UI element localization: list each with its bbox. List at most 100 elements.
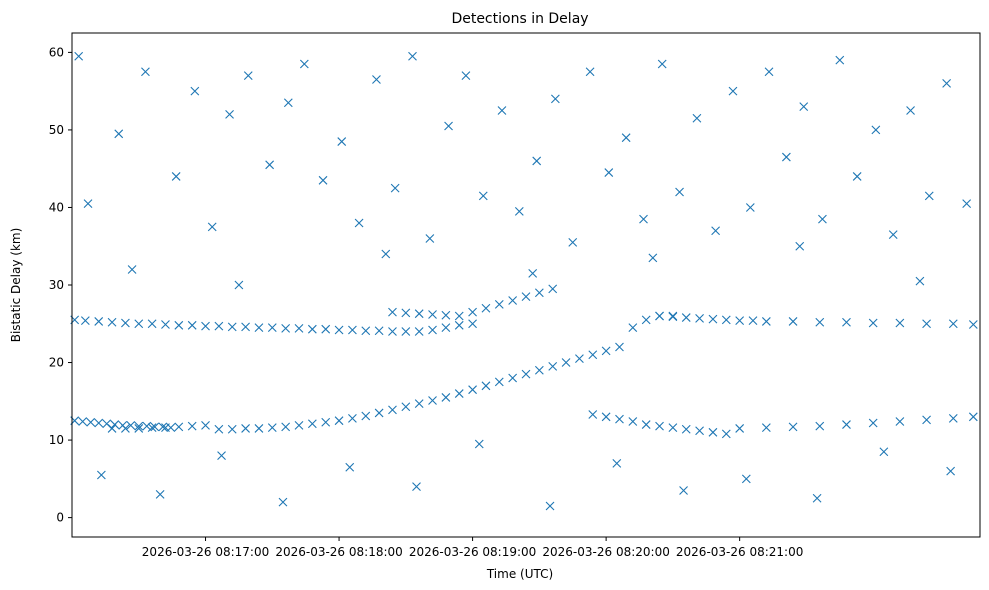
data-point — [494, 377, 504, 387]
data-point — [695, 426, 704, 436]
data-point — [721, 429, 731, 439]
data-point — [835, 55, 845, 65]
data-point — [621, 133, 631, 143]
data-point — [628, 417, 638, 426]
data-point — [494, 299, 504, 309]
data-point — [521, 369, 531, 379]
data-point — [214, 424, 224, 434]
data-point — [478, 191, 488, 201]
data-point — [761, 423, 771, 433]
data-point — [254, 424, 264, 433]
data-point — [655, 421, 664, 431]
data-point — [388, 405, 397, 415]
data-point — [299, 59, 309, 69]
data-point — [147, 319, 157, 329]
data-point — [214, 321, 224, 331]
data-point — [735, 424, 745, 433]
data-point — [307, 324, 317, 334]
data-point — [381, 249, 391, 259]
data-point — [514, 206, 524, 216]
data-point — [815, 317, 825, 327]
data-point — [818, 214, 827, 224]
data-point — [968, 412, 978, 422]
data-point — [334, 325, 344, 335]
y-tick-label: 50 — [49, 123, 64, 137]
data-point — [741, 474, 751, 484]
data-point — [657, 59, 667, 69]
data-point — [575, 354, 584, 364]
data-point — [601, 412, 611, 422]
data-point — [962, 199, 972, 208]
data-point — [735, 316, 745, 326]
data-point — [227, 424, 237, 434]
y-tick-label: 0 — [56, 511, 64, 525]
data-point — [946, 466, 956, 476]
data-point — [454, 389, 464, 398]
data-point — [615, 342, 624, 352]
data-point — [174, 320, 184, 330]
data-point — [441, 323, 451, 333]
data-point — [142, 421, 152, 431]
x-tick-label: 2026-03-26 08:21:00 — [676, 545, 803, 559]
y-tick-label: 30 — [49, 278, 64, 292]
data-point — [121, 318, 130, 328]
data-point — [532, 156, 542, 166]
data-point — [906, 106, 915, 115]
data-point — [568, 237, 578, 247]
data-point — [114, 129, 124, 139]
data-point — [474, 439, 484, 449]
y-tick-label: 40 — [49, 200, 64, 214]
data-point — [354, 218, 364, 228]
chart-title: Detections in Delay — [451, 11, 588, 27]
data-point — [868, 418, 878, 428]
data-point — [708, 427, 718, 437]
data-point — [888, 230, 898, 239]
data-point — [561, 358, 571, 367]
data-point — [924, 191, 934, 201]
data-point — [948, 413, 958, 423]
data-point — [166, 423, 176, 433]
data-point — [721, 315, 731, 325]
data-point — [241, 322, 250, 332]
data-point — [508, 296, 518, 305]
data-point — [187, 421, 197, 431]
data-point — [871, 125, 881, 135]
data-point — [86, 417, 96, 427]
data-point — [942, 79, 952, 88]
data-point — [585, 67, 595, 77]
data-point — [895, 318, 905, 328]
data-point — [879, 447, 889, 457]
data-point — [461, 71, 471, 81]
data-point — [641, 420, 651, 429]
data-point — [267, 423, 277, 433]
data-point — [321, 417, 331, 427]
data-point — [155, 489, 165, 499]
data-point — [868, 318, 878, 328]
data-point — [374, 326, 384, 336]
data-point — [134, 319, 144, 329]
data-point — [94, 317, 104, 326]
data-point — [681, 313, 691, 322]
data-point — [441, 310, 451, 320]
data-point — [454, 320, 464, 330]
data-point — [601, 346, 611, 356]
data-point — [96, 470, 106, 480]
data-point — [968, 320, 978, 329]
data-point — [334, 416, 344, 426]
data-point — [283, 98, 293, 108]
x-axis-label: Time (UTC) — [486, 567, 553, 581]
data-point — [408, 51, 417, 61]
x-axis-ticks: 2026-03-26 08:17:00 2026-03-26 08:18:00 20… — [142, 537, 803, 559]
data-point — [534, 288, 544, 298]
data-point — [337, 137, 347, 146]
data-point — [294, 324, 304, 333]
data-point — [781, 152, 791, 162]
data-point — [187, 320, 197, 330]
data-point — [348, 413, 357, 423]
data-point — [548, 284, 558, 294]
data-point — [497, 106, 507, 115]
data-point — [118, 420, 128, 430]
data-point — [788, 422, 798, 432]
data-point — [788, 317, 798, 326]
data-point — [444, 121, 453, 131]
